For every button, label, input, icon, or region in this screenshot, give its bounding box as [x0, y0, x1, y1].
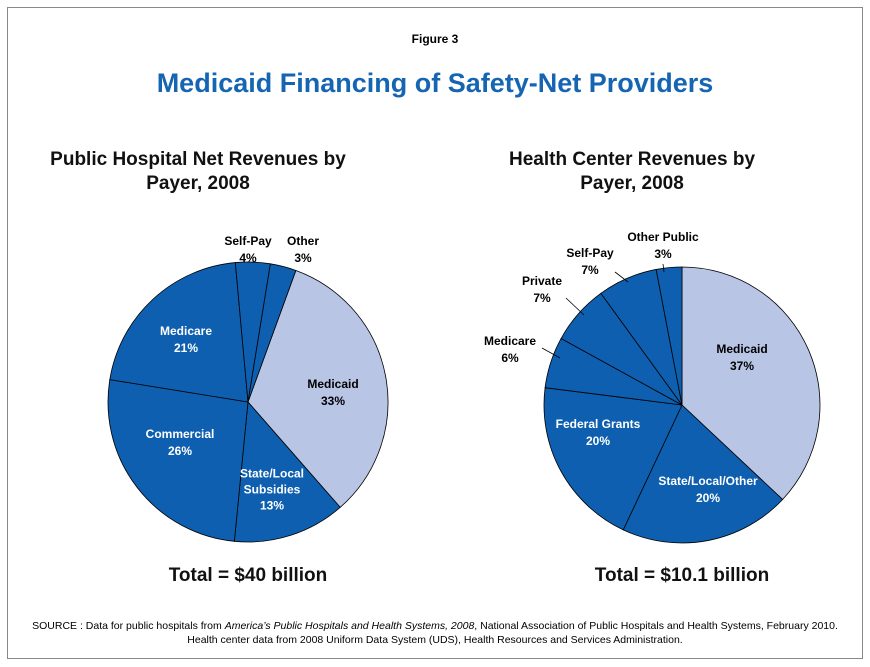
title: Medicaid Financing of Safety-Net Provide… — [156, 68, 714, 98]
pie-slice — [681, 266, 821, 501]
slice-label: Self-Pay 4% — [224, 233, 271, 267]
leader-line — [662, 263, 665, 273]
slice-name: Medicare — [159, 324, 213, 338]
pie-slice — [622, 404, 784, 544]
leader-line — [614, 271, 629, 283]
pie-slice — [109, 262, 249, 403]
pie-title: Public Hospital Net Revenues by Payer, 2… — [50, 149, 346, 194]
slice-value: 26% — [167, 444, 193, 458]
source-part: SOURCE : Data for public hospitals from — [32, 620, 225, 632]
source-part: America’s Public Hospitals and Health Sy… — [224, 620, 475, 632]
leader-line — [541, 347, 561, 359]
slice-label: Commercial 26% — [146, 426, 215, 460]
pie-slice — [247, 269, 389, 508]
slice-value: 37% — [729, 359, 755, 373]
pie-slice — [543, 387, 683, 531]
slice-name: Private — [521, 274, 563, 288]
slice-value: 7% — [533, 291, 551, 305]
slice-name: Commercial — [145, 427, 215, 441]
pie-slice — [655, 266, 683, 406]
total-annotation: Total = $40 billion — [168, 565, 328, 586]
slice-name: Other Public — [627, 230, 699, 244]
slice-name: State/Local Subsidies — [239, 466, 305, 497]
slice-name: Federal Grants — [555, 417, 641, 431]
slice-label: Medicaid 33% — [307, 376, 358, 410]
slice-label: Medicare 6% — [484, 333, 536, 367]
slice-label: State/Local/Other 20% — [658, 473, 757, 507]
source: SOURCE : Data for public hospitals from … — [30, 619, 840, 647]
total-annotation: Total = $10.1 billion — [594, 565, 770, 586]
slice-value: 4% — [239, 251, 257, 265]
slice-value: 6% — [501, 351, 519, 365]
slice-value: 20% — [695, 491, 721, 505]
slice-name: Other — [286, 234, 320, 248]
slice-value: 3% — [294, 251, 312, 265]
slice-name: Medicare — [483, 334, 537, 348]
slice-label: Medicare 21% — [160, 323, 212, 357]
slice-label: Self-Pay 7% — [566, 245, 613, 279]
slice-label: Medicaid 37% — [716, 341, 767, 375]
slice-value: 13% — [259, 498, 285, 513]
slice-value: 7% — [581, 263, 599, 277]
slice-name: State/Local/Other — [658, 474, 758, 488]
pie-slice — [107, 379, 249, 542]
frame — [7, 7, 863, 659]
slice-label: Other Public 3% — [627, 229, 698, 263]
slice-name: Self-Pay — [566, 246, 614, 260]
slice-label: Other 3% — [287, 233, 319, 267]
slice-name: Self-Pay — [224, 234, 272, 248]
slice-name: Medicaid — [716, 342, 768, 356]
slice-label: Federal Grants 20% — [556, 416, 641, 450]
pie-slice — [233, 401, 341, 543]
slice-name: Medicaid — [307, 377, 359, 391]
pie-title: Health Center Revenues by Payer, 2008 — [508, 149, 756, 194]
slice-value: 20% — [585, 434, 611, 448]
pie-slice — [247, 263, 297, 403]
slice-value: 33% — [320, 394, 346, 408]
slice-value: 3% — [654, 247, 672, 261]
slice-label: Private 7% — [522, 273, 562, 307]
leader-line — [565, 297, 585, 316]
source-part: , National Association of Public Hospita… — [187, 620, 838, 646]
slice-value: 21% — [173, 341, 199, 355]
figure-label: Figure 3 — [411, 32, 459, 46]
slice-label: State/Local Subsidies 13% — [237, 466, 307, 515]
